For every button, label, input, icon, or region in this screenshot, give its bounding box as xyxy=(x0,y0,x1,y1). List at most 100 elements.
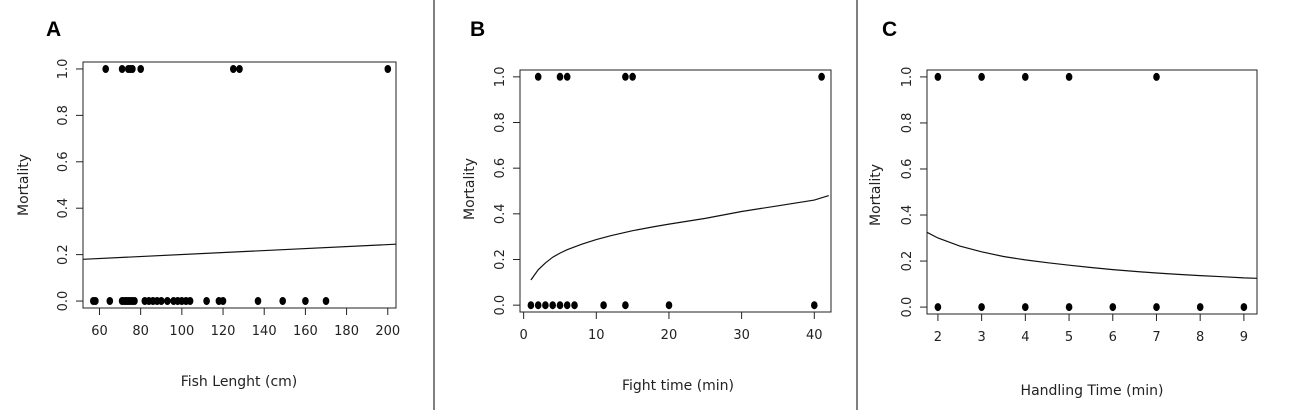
panel-a: A 60 80 100 120 140 160 180 200 0.0 0.2 0.4 0.6 0.8… xyxy=(16,18,400,390)
x-tick-label: 0 xyxy=(519,328,527,343)
data-point xyxy=(527,301,535,310)
data-point xyxy=(811,301,818,310)
data-point xyxy=(230,65,237,73)
x-tick-label: 9 xyxy=(1240,330,1248,345)
data-point xyxy=(563,72,571,81)
y-tick-label: 0.4 xyxy=(900,205,915,226)
y-tick-label: 0.8 xyxy=(493,112,508,133)
data-point xyxy=(236,65,243,73)
data-point xyxy=(818,72,825,81)
x-axis-title: Fish Lenght (cm) xyxy=(181,374,298,390)
y-tick-label: 0.2 xyxy=(493,249,508,270)
y-axis-ticks: 0.0 0.2 0.4 0.6 0.8 1.0 xyxy=(900,67,928,318)
y-tick-label: 0.8 xyxy=(56,105,71,126)
x-tick-label: 3 xyxy=(977,330,985,345)
x-tick-label: 120 xyxy=(211,324,236,339)
y-axis-title: Mortality xyxy=(462,158,478,220)
data-points xyxy=(90,65,392,305)
data-point xyxy=(118,65,126,73)
x-tick-label: 7 xyxy=(1152,330,1160,345)
data-point xyxy=(1022,303,1029,312)
x-tick-label: 30 xyxy=(733,328,750,343)
data-point xyxy=(934,72,942,81)
data-point xyxy=(302,297,309,305)
data-point xyxy=(534,72,542,81)
x-tick-label: 6 xyxy=(1109,330,1117,345)
y-tick-label: 1.0 xyxy=(900,67,915,88)
data-point xyxy=(129,65,136,73)
x-tick-label: 10 xyxy=(588,328,605,343)
data-points xyxy=(934,72,1248,312)
data-point xyxy=(549,301,556,310)
y-tick-label: 0.0 xyxy=(56,291,71,312)
x-tick-label: 160 xyxy=(293,324,318,339)
plot-frame xyxy=(519,69,832,313)
x-tick-label: 8 xyxy=(1196,330,1204,345)
y-tick-label: 0.6 xyxy=(900,159,915,180)
y-axis-title: Mortality xyxy=(16,154,32,216)
data-point xyxy=(102,65,109,73)
x-axis-title: Fight time (min) xyxy=(622,378,734,394)
x-axis-title: Handling Time (min) xyxy=(1021,383,1164,399)
data-point xyxy=(665,301,673,310)
data-point xyxy=(1022,72,1029,81)
data-point xyxy=(563,301,571,310)
x-tick-label: 20 xyxy=(661,328,678,343)
x-tick-label: 80 xyxy=(132,324,149,339)
data-point xyxy=(219,297,227,305)
data-point xyxy=(92,297,99,305)
data-point xyxy=(131,297,138,305)
data-point xyxy=(622,301,629,310)
y-tick-label: 0.6 xyxy=(56,151,71,172)
fitted-curve xyxy=(926,231,1258,279)
data-point xyxy=(1153,72,1160,81)
data-point xyxy=(1065,72,1073,81)
data-point xyxy=(600,301,607,310)
data-point xyxy=(629,72,636,81)
y-tick-label: 0.4 xyxy=(493,203,508,224)
data-point xyxy=(934,303,942,312)
data-points xyxy=(527,72,825,310)
fitted-curve xyxy=(530,195,829,281)
y-tick-label: 0.6 xyxy=(493,158,508,179)
panel-letter: A xyxy=(46,18,61,41)
data-point xyxy=(1196,303,1204,312)
fitted-curve xyxy=(82,243,397,260)
x-tick-label: 40 xyxy=(806,328,823,343)
x-tick-label: 100 xyxy=(169,324,194,339)
data-point xyxy=(571,301,578,310)
y-tick-label: 0.0 xyxy=(493,295,508,316)
data-point xyxy=(1153,303,1160,312)
y-tick-label: 0.4 xyxy=(56,198,71,219)
data-point xyxy=(384,65,392,73)
y-tick-label: 0.2 xyxy=(56,244,71,265)
data-point xyxy=(542,301,549,310)
x-tick-label: 140 xyxy=(252,324,277,339)
data-point xyxy=(254,297,262,305)
data-point xyxy=(279,297,287,305)
data-point xyxy=(622,72,629,81)
plot-frame xyxy=(82,61,397,309)
data-point xyxy=(203,297,210,305)
x-axis-ticks: 2 3 4 5 6 7 8 9 xyxy=(934,313,1248,345)
x-tick-label: 180 xyxy=(334,324,359,339)
x-tick-label: 5 xyxy=(1065,330,1073,345)
x-axis-ticks: 60 80 100 120 140 160 180 200 xyxy=(91,307,400,339)
y-tick-label: 1.0 xyxy=(493,67,508,88)
data-point xyxy=(978,72,985,81)
data-point xyxy=(137,65,144,73)
data-point xyxy=(556,301,564,310)
y-tick-label: 0.2 xyxy=(900,251,915,272)
y-tick-label: 0.0 xyxy=(900,297,915,318)
panel-letter: B xyxy=(470,18,485,41)
x-tick-label: 200 xyxy=(375,324,400,339)
panel-letter: C xyxy=(882,18,897,41)
data-point xyxy=(158,297,165,305)
data-point xyxy=(556,72,564,81)
data-point xyxy=(1109,303,1117,312)
x-tick-label: 2 xyxy=(934,330,942,345)
y-tick-label: 1.0 xyxy=(56,59,71,80)
x-tick-label: 4 xyxy=(1021,330,1029,345)
y-tick-label: 0.8 xyxy=(900,113,915,134)
